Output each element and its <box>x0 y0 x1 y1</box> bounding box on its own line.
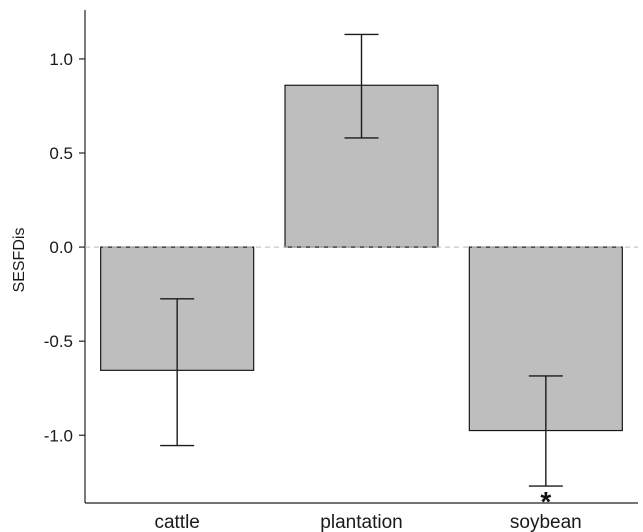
y-axis-title: SESFDis <box>11 228 28 293</box>
x-tick-label-soybean: soybean <box>510 512 582 532</box>
significance-marker-soybean: * <box>540 486 551 517</box>
y-tick-label: -0.5 <box>44 332 73 351</box>
y-tick-label: -1.0 <box>44 426 73 445</box>
x-tick-label-plantation: plantation <box>320 512 402 532</box>
y-tick-label: 1.0 <box>49 50 73 69</box>
y-tick-label: 0.5 <box>49 144 73 163</box>
x-tick-label-cattle: cattle <box>154 512 199 532</box>
y-tick-label: 0.0 <box>49 238 73 257</box>
plot-area: 1.0 0.5 0.0 -0.5 -1.0 cattle plantation *soybea… <box>44 10 638 532</box>
